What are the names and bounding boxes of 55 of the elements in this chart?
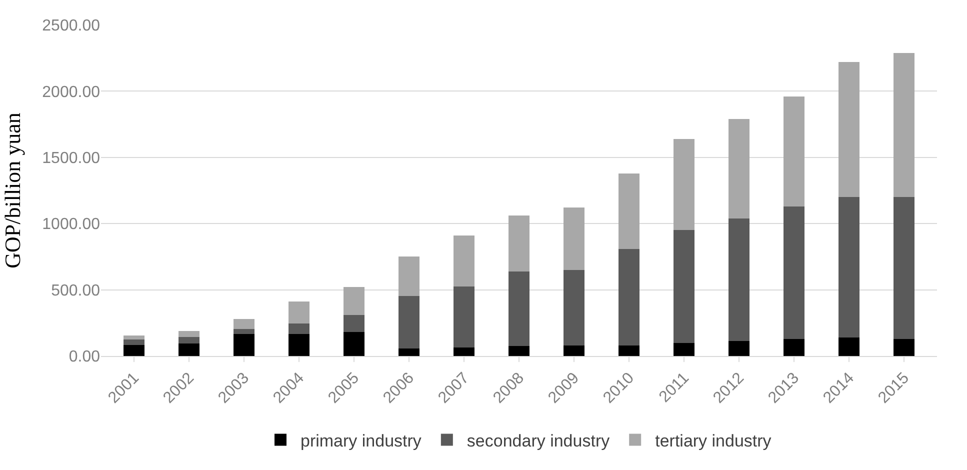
y-tick-label: 2500.00 <box>42 18 100 35</box>
bar <box>344 332 364 356</box>
bar <box>674 230 694 343</box>
bar <box>454 236 474 286</box>
bar <box>838 337 860 356</box>
bar <box>564 208 584 270</box>
bar <box>728 119 750 218</box>
bar <box>178 336 200 344</box>
y-tick-label: 500.00 <box>51 282 100 300</box>
bar <box>674 342 694 356</box>
legend-label: primary industry <box>300 431 422 450</box>
bar <box>784 338 804 356</box>
y-tick-label: 1000.00 <box>42 216 100 234</box>
bar <box>618 173 640 249</box>
bar <box>124 339 144 345</box>
bar <box>508 216 530 272</box>
bar <box>178 343 200 356</box>
bar <box>124 335 144 340</box>
bar <box>564 345 584 356</box>
bar <box>454 286 474 348</box>
legend-label: secondary industry <box>466 431 610 450</box>
bar <box>234 334 254 356</box>
bar <box>728 218 750 341</box>
bar <box>398 296 420 349</box>
y-tick-label: 0.00 <box>68 348 100 366</box>
bar <box>288 324 310 334</box>
legend-label: tertiary industry <box>655 431 772 450</box>
bar <box>838 197 860 338</box>
bar <box>564 270 584 346</box>
bar <box>178 330 200 337</box>
bar <box>894 52 914 198</box>
y-tick-label: 1500.00 <box>42 150 100 167</box>
bar <box>234 318 254 329</box>
bar <box>398 348 420 356</box>
bar <box>618 248 640 346</box>
bar <box>288 302 310 324</box>
bar <box>784 96 804 206</box>
bar <box>674 138 694 230</box>
bar <box>288 334 310 356</box>
bar <box>234 328 254 334</box>
bar <box>618 345 640 356</box>
y-axis-title: GOP/billion yuan <box>0 112 25 268</box>
bar <box>728 340 750 356</box>
bar <box>508 346 530 356</box>
bar <box>344 314 364 332</box>
bar <box>454 347 474 356</box>
bar <box>398 256 420 296</box>
bar <box>508 271 530 346</box>
bar <box>838 62 860 198</box>
bar <box>894 197 914 339</box>
bar <box>344 287 364 315</box>
bar <box>894 338 914 356</box>
bar <box>124 344 144 356</box>
bar <box>784 206 804 339</box>
y-tick-label: 2000.00 <box>42 84 100 101</box>
